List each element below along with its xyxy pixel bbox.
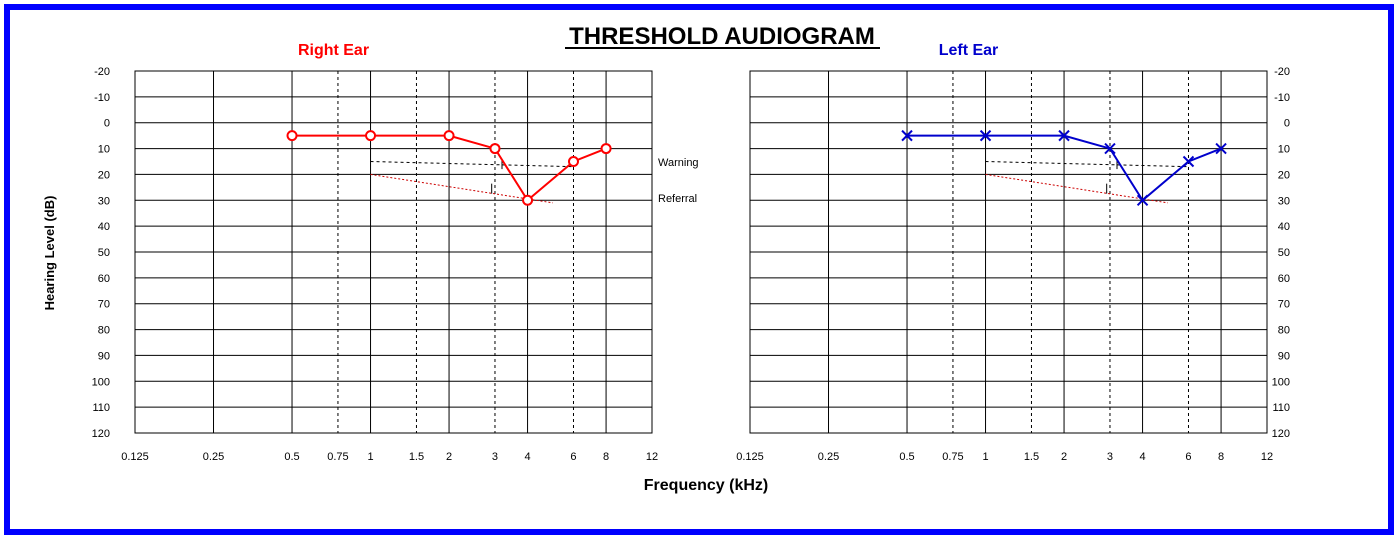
data-point [1104,142,1116,155]
y-tick-label: 70 [98,299,110,311]
y-tick-label: 50 [1278,247,1290,259]
y-axis-label: Hearing Level (dB) [42,196,57,311]
y-tick-label: 70 [1278,299,1290,311]
x-tick-label: 2 [1061,451,1067,463]
x-axis-label: Frequency (kHz) [644,477,768,494]
y-tick-label: 90 [1278,350,1290,362]
y-tick-label: 100 [92,376,110,388]
y-tick-label: 60 [98,273,110,285]
data-point [979,129,992,142]
y-tick-label: 120 [1272,428,1290,440]
y-tick-label: 40 [98,221,110,233]
data-point [600,143,612,155]
data-point [1136,194,1149,206]
x-tick-label: 1 [367,451,373,463]
data-point [1182,155,1195,168]
y-tick-label: 10 [98,144,110,156]
y-tick-label: 110 [92,402,110,414]
data-point-stroke [1182,155,1195,168]
y-tick-label: 0 [104,118,110,130]
x-tick-label: 4 [524,451,530,463]
data-point-stroke [1104,142,1116,155]
data-point [567,156,579,167]
y-tick-label: 30 [1278,195,1290,207]
y-tick-label: 60 [1278,273,1290,285]
warning-label: Warning [658,157,699,169]
data-point [522,194,534,206]
referral-label: Referral [658,193,697,205]
referral-line [985,173,1168,204]
data-point-stroke [901,129,913,142]
data-point [1058,129,1070,142]
x-tick-label: 1.5 [409,451,424,463]
y-tick-label: 80 [1278,325,1290,337]
x-tick-label: 0.75 [327,451,348,463]
right-ear-plot: Right Ear -20 -10 0 10 20 30 40 50 60 70 80 90 100 110… [92,42,699,463]
y-tick-label: 40 [1278,221,1290,233]
data-point [489,143,501,155]
y-tick-label: 50 [98,247,110,259]
data-point-stroke [979,129,992,142]
x-tick-label: 8 [1218,451,1224,463]
data-point [901,129,913,142]
y-tick-label: 0 [1284,118,1290,130]
x-tick-label: 3 [1107,451,1113,463]
x-tick-label: 0.5 [899,451,914,463]
data-point-stroke [1136,194,1149,206]
plot-border [134,70,653,434]
x-tick-label: 8 [603,451,609,463]
data-point [286,130,298,142]
y-tick-label: 20 [98,169,110,181]
x-tick-label: 0.75 [942,451,963,463]
y-tick-label: 120 [92,428,110,440]
x-tick-label: 6 [570,451,576,463]
data-point-stroke [1058,129,1070,142]
x-tick-label: 1 [982,451,988,463]
y-tick-label: 80 [98,325,110,337]
y-tick-label: 20 [1278,169,1290,181]
x-tick-label: 0.125 [121,451,149,463]
referral-line [370,173,553,204]
y-tick-label: 110 [1272,402,1290,414]
y-tick-label: 30 [98,195,110,207]
data-point [365,130,377,142]
warning-line [985,161,1189,168]
x-tick-label: 6 [1185,451,1191,463]
plot-border [749,70,1268,434]
y-tick-label: 10 [1278,144,1290,156]
panel-title: Left Ear [939,42,999,59]
y-tick-label: -20 [94,66,110,78]
x-tick-label: 0.25 [203,451,224,463]
audiogram-frame [4,4,1394,535]
warning-line [370,161,574,168]
x-tick-label: 3 [492,451,498,463]
y-tick-label: 100 [1272,376,1290,388]
data-point [443,130,455,142]
y-tick-label: -10 [94,92,110,104]
x-tick-label: 12 [1261,451,1273,463]
y-tick-label: 90 [98,350,110,362]
x-tick-label: 0.5 [284,451,299,463]
panel-title: Right Ear [298,42,369,59]
data-point-stroke [1215,142,1227,155]
left-ear-plot: Left Ear -20 -10 0 10 20 30 40 50 60 70 80 90 100 110 1… [736,42,1290,463]
x-tick-label: 1.5 [1024,451,1039,463]
x-tick-label: 12 [646,451,658,463]
x-tick-label: 2 [446,451,452,463]
y-tick-label: -20 [1274,66,1290,78]
x-tick-label: 0.25 [818,451,839,463]
chart-title: THRESHOLD AUDIOGRAM [569,23,875,50]
data-point [1215,142,1227,155]
x-tick-label: 0.125 [736,451,764,463]
y-tick-label: -10 [1274,92,1290,104]
x-tick-label: 4 [1139,451,1145,463]
